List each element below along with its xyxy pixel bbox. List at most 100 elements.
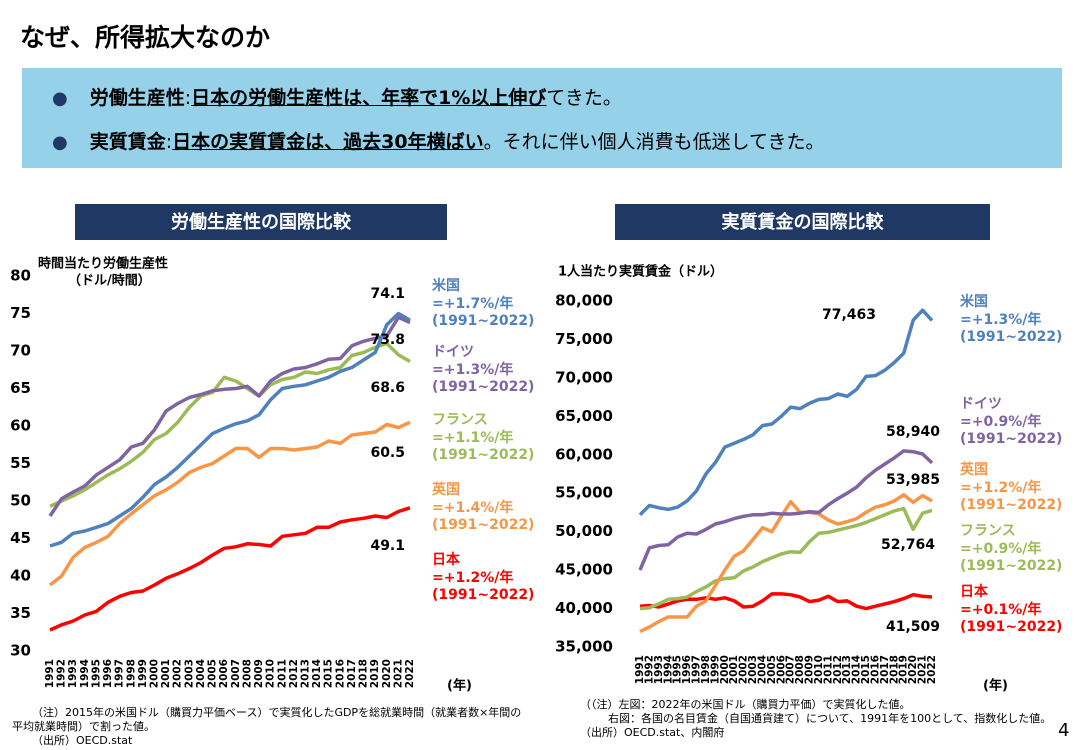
x-tick-label: 2010 (813, 655, 825, 684)
legend-period: (1991~2022) (432, 447, 534, 463)
note-left: （注）2015年の米国ドル（購買力平価ベース）で実質化したGDPを総就業時間（就… (12, 706, 521, 748)
y-tick-label: 40 (10, 567, 31, 585)
y-axis-label: 時間当たり労働生産性 (38, 256, 168, 272)
series-line (49, 341, 411, 508)
x-tick-label: 2014 (311, 659, 323, 688)
x-tick-label: 2008 (241, 659, 253, 688)
legend-name: フランス (960, 523, 1016, 539)
note-right: （（注）左図：2022年の米国ドル（購買力平価）で実質化した値。 右図：各国の名… (580, 698, 1051, 740)
x-tick-label: 2012 (288, 659, 300, 688)
legend-name: 日本 (432, 551, 461, 568)
bullet-text: : (184, 87, 192, 109)
legend-period: (1991~2022) (960, 619, 1062, 635)
x-tick-label: 1998 (125, 659, 137, 688)
x-tick-label: 2005 (207, 659, 219, 688)
x-tick-label: 2014 (851, 655, 863, 684)
bullet-text: 日本の実質賃金は、過去30年横ばい (172, 131, 484, 153)
x-tick-label: 2000 (719, 655, 731, 684)
legend-growth: =+1.3%/年 (432, 361, 513, 378)
x-tick-label: 1998 (700, 655, 712, 684)
y-tick-label: 75 (10, 304, 31, 322)
x-tick-label: 2001 (728, 655, 740, 684)
y-tick-label: 50,000 (555, 522, 613, 540)
x-tick-label: 1995 (672, 655, 684, 684)
x-tick-label: 2013 (841, 655, 853, 684)
legend-period: (1991~2022) (960, 329, 1062, 345)
y-tick-label: 65 (10, 379, 31, 397)
x-tick-label: 2013 (299, 659, 311, 688)
legend-name: ドイツ (432, 344, 474, 360)
x-tick-label: 1992 (56, 659, 68, 688)
legend-period: (1991~2022) (960, 497, 1062, 513)
x-tick-label: 1996 (681, 655, 693, 684)
y-tick-label: 60,000 (555, 445, 613, 463)
y-axis-label: （ドル/時間） (68, 273, 151, 289)
series-line (49, 506, 411, 632)
x-tick-label: 2002 (172, 659, 184, 688)
x-tick-label: 1994 (662, 655, 674, 684)
x-tick-label: 2012 (832, 655, 844, 684)
x-tick-label: 2022 (404, 659, 416, 688)
legend-name: ドイツ (960, 396, 1002, 412)
x-tick-label: 2011 (822, 655, 834, 684)
value-label: 58,940 (886, 424, 940, 440)
y-tick-label: 80,000 (555, 292, 613, 310)
slide-title: なぜ、所得拡大なのか (20, 23, 271, 52)
x-tick-label: 2008 (794, 655, 806, 684)
legend-growth: =+1.3%/年 (960, 311, 1041, 328)
legend-period: (1991~2022) (432, 587, 534, 603)
x-tick-label: 1999 (137, 659, 149, 688)
x-tick-label: 2007 (785, 655, 797, 684)
y-tick-label: 35,000 (555, 638, 613, 656)
value-label: 41,509 (886, 619, 940, 635)
legend-growth: =+1.4%/年 (432, 499, 513, 516)
x-tick-label: 2011 (276, 659, 288, 688)
legend-growth: =+1.2%/年 (960, 479, 1041, 496)
value-label: 74.1 (370, 286, 405, 302)
x-tick-label: 1999 (709, 655, 721, 684)
series-line (48, 315, 411, 517)
legend-growth: =+0.1%/年 (960, 601, 1041, 618)
bullet-text: 。それに伴い個人消費も低迷してきた。 (483, 131, 825, 153)
value-label: 68.6 (370, 380, 405, 396)
y-tick-label: 70 (10, 342, 31, 360)
x-tick-label: 2019 (898, 655, 910, 684)
x-tick-label: 1997 (691, 655, 703, 684)
x-tick-label: 2016 (334, 659, 346, 688)
x-tick-label: 1997 (114, 659, 126, 688)
y-tick-label: 50 (10, 492, 31, 510)
section-header-bg (615, 204, 990, 240)
x-tick-label: 2016 (869, 655, 881, 684)
series-line (639, 592, 933, 611)
x-tick-label: 2005 (766, 655, 778, 684)
bullet: 実質賃金:日本の実質賃金は、過去30年横ばい。それに伴い個人消費も低迷してきた。 (52, 124, 1062, 168)
y-tick-label: 55 (10, 454, 31, 472)
value-label: 73.8 (370, 332, 405, 348)
x-tick-label: 2010 (265, 659, 277, 688)
y-tick-label: 75,000 (555, 330, 613, 348)
legend-growth: =+0.9%/年 (960, 540, 1041, 557)
legend-growth: =+1.1%/年 (432, 429, 513, 446)
value-label: 52,764 (881, 537, 935, 553)
y-tick-label: 45 (10, 529, 31, 547)
note-line: （出所）OECD.stat (32, 734, 133, 747)
note-line: 平均就業時間）で割った値。 (12, 720, 155, 733)
x-tick-label: 1996 (102, 659, 114, 688)
x-tick-label: 2021 (392, 659, 404, 688)
x-tick-label: 2017 (879, 655, 891, 684)
x-tick-label: 1991 (634, 655, 646, 684)
note-line: 右図：各国の名目賃金（自国通貨建て）について、1991年を100として、指数化し… (608, 712, 1052, 725)
y-tick-label: 80 (10, 267, 31, 285)
y-tick-label: 70,000 (555, 368, 613, 386)
x-tick-label: 2006 (775, 655, 787, 684)
x-tick-label: 2015 (323, 659, 335, 688)
x-tick-label: 2022 (926, 655, 938, 684)
summary-box: 労働生産性:日本の労働生産性は、年率で1%以上伸びてきた。実質賃金:日本の実質賃… (22, 68, 1062, 168)
x-tick-label: 2007 (230, 659, 242, 688)
legend-period: (1991~2022) (960, 558, 1062, 574)
y-tick-label: 60 (10, 417, 31, 435)
x-tick-label: 2021 (917, 655, 929, 684)
y-tick-label: 30 (10, 642, 31, 660)
